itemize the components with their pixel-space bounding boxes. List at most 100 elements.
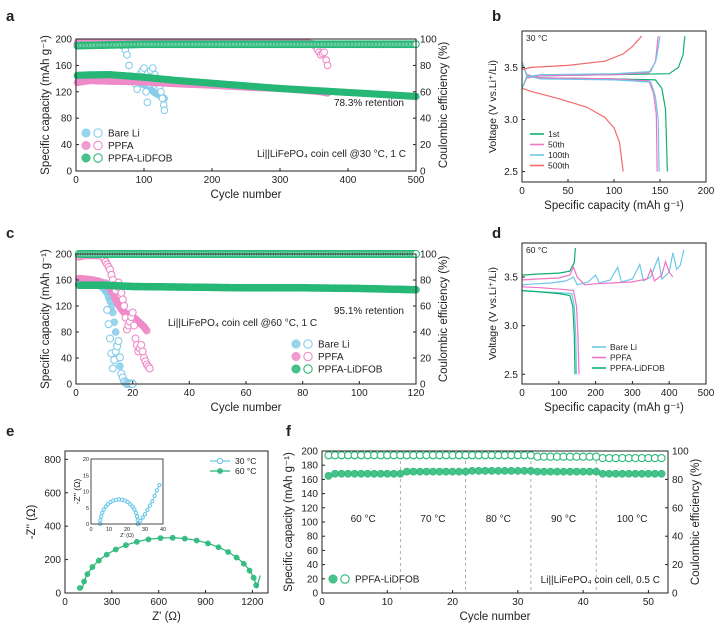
panel-f-capacity-point [455,467,463,476]
panel-c-ytick-label: 0 [66,380,72,391]
panel-a-ytick-label: 80 [61,114,73,125]
panel-c-legend-filled-marker [291,351,301,361]
panel-c-efficiency-point [145,364,154,373]
panel-e-inset-xtick-label: 30 [142,527,148,533]
panel-e-60c-point [225,549,232,555]
panel-a-efficiency-point [157,87,165,96]
panel-f-chart: 60 °C 70 °C 80 °C 90 °C 100 °C 0 10 20 30 40 50 0 20… [283,447,702,624]
panel-b-discharge-curve [521,62,660,172]
panel-d-charge-curve [521,249,685,286]
panel-f-xtick-label: 20 [447,597,459,608]
panel-f-region-label: 60 °C [351,514,376,525]
panel-a-legend-hollow-marker [93,140,103,151]
panel-c-efficiency-point [115,353,124,362]
panel-e-inset-xtick-label: 40 [160,527,166,533]
panel-e-30c-point [132,507,137,512]
panel-f-capacity-point [494,466,503,475]
panel-b-legend-label: 1st [548,129,560,139]
panel-d-frame [521,242,707,385]
panel-d-xtick-label: 200 [587,388,604,399]
panel-f-capacity-point [572,467,581,476]
panel-e-60c-fit-line [79,537,261,589]
panel-f-capacity-point [507,466,516,475]
panel-a-efficiency-point [320,48,329,57]
panel-f-capacity-point [416,467,424,476]
panel-letter-a: a [6,8,15,25]
panel-f-capacity-point [611,469,620,478]
panel-f-capacity-point [474,466,483,475]
panel-a-y2tick-label: 100 [420,35,437,46]
panel-c-y2label: Coulombic efficiency (%) [438,256,450,383]
panel-f-ytick-label: 0 [312,589,318,600]
panel-e-inset-ytick-label: 5 [86,506,89,512]
panel-b-ytick-label: 3.5 [504,63,518,74]
panel-e-legend-label: 30 °C [235,456,256,466]
panel-f-ytick-label: 120 [301,503,318,514]
panel-d-discharge-curve [521,290,578,375]
panel-f-cell-condition: Li||LiFePO₄ coin cell, 0.5 C [541,575,660,586]
panel-d-xtick-label: 100 [550,388,567,399]
panel-e-60c-point [133,538,140,545]
panel-f-capacity-point [598,469,607,478]
panel-f-ytick-label: 140 [301,489,318,500]
panel-e-30c-point [130,504,135,509]
panel-f-legend-label: PPFA-LiDFOB [355,575,420,586]
panel-f-capacity-point [383,469,392,478]
panel-f-capacity-point [468,466,477,475]
panel-f-xlabel: Cycle number [460,611,531,623]
panel-f-legend-hollow-marker [340,574,350,584]
panel-e-inset-ytick-label: 10 [83,490,89,496]
panel-a-retention-text: 78.3% retention [334,98,404,109]
panel-f-capacity-point [331,469,339,478]
panel-c-xtick-label: 0 [73,388,79,399]
panel-f-xtick-label: 30 [512,597,524,608]
panel-f-y2tick-label: 80 [672,475,684,486]
panel-f-capacity-point [559,467,568,476]
panel-b-ylabel: Voltage (V vs.Li⁺/Li) [487,60,499,153]
panel-f-capacity-point [527,466,535,475]
panel-b-legend-label: 100th [548,150,570,160]
panel-d-charge-curve [521,259,674,286]
panel-e-inset-xtick-label: 0 [89,527,92,533]
panel-b-charge-curve [521,35,643,71]
panel-e-60c-point [123,542,129,549]
panel-f-capacity-point [520,466,529,475]
panel-f-capacity-point [546,467,555,476]
panel-f-xtick-label: 50 [643,597,655,608]
panel-c-cell-condition: Li||LiFePO₄ coin cell @60 °C, 1 C [168,318,317,329]
panel-f-capacity-point [363,469,372,478]
panel-a-frame [75,38,417,172]
panel-e-60c-point [205,540,211,547]
panel-c-efficiency-point [117,288,126,298]
panel-c-y2tick-label: 80 [420,276,432,287]
panel-e-inset-xtick-label: 20 [124,527,130,533]
panel-c-y2tick-label: 100 [420,250,437,261]
panel-f-xtick-label: 40 [578,597,590,608]
panel-f-y2tick-label: 20 [672,560,684,571]
panel-e-60c-point [89,564,96,570]
panel-b-charge-curve [521,36,661,89]
panel-c-legend-filled-marker [291,339,301,349]
panel-e-xtick-label: 1200 [241,597,264,608]
panel-e-60c-point [103,551,110,558]
panel-letter-b: b [492,8,501,25]
panel-e-30c-point [98,514,104,519]
panel-e-xtick-label: 0 [62,597,68,608]
panel-a-xtick-label: 100 [136,175,153,186]
panel-e-30c-point [152,493,157,498]
panel-b-chart: 0 50 100 150 200 2.5 3.0 3.5 Specific capacity (… [487,30,715,212]
panel-e-30c-point [103,504,108,509]
panel-e-30c-point [157,482,162,488]
panel-e-30c-point [133,510,139,515]
panel-b-xtick-label: 100 [606,186,623,197]
panel-c-efficiency-point [104,320,113,329]
panel-e-frame [64,450,269,594]
panel-e-ytick-label: 600 [44,488,61,499]
panel-f-y2tick-label: 100 [672,447,689,458]
panel-c-capacity-point [143,326,151,335]
panel-f-ytick-label: 80 [307,532,319,543]
panel-f-capacity-point [592,467,601,476]
panel-c-ylabel: Specific capacity (mAh g⁻¹) [40,249,52,389]
panel-f-ylabel: Specific capacity (mAh g⁻¹) [283,452,295,592]
